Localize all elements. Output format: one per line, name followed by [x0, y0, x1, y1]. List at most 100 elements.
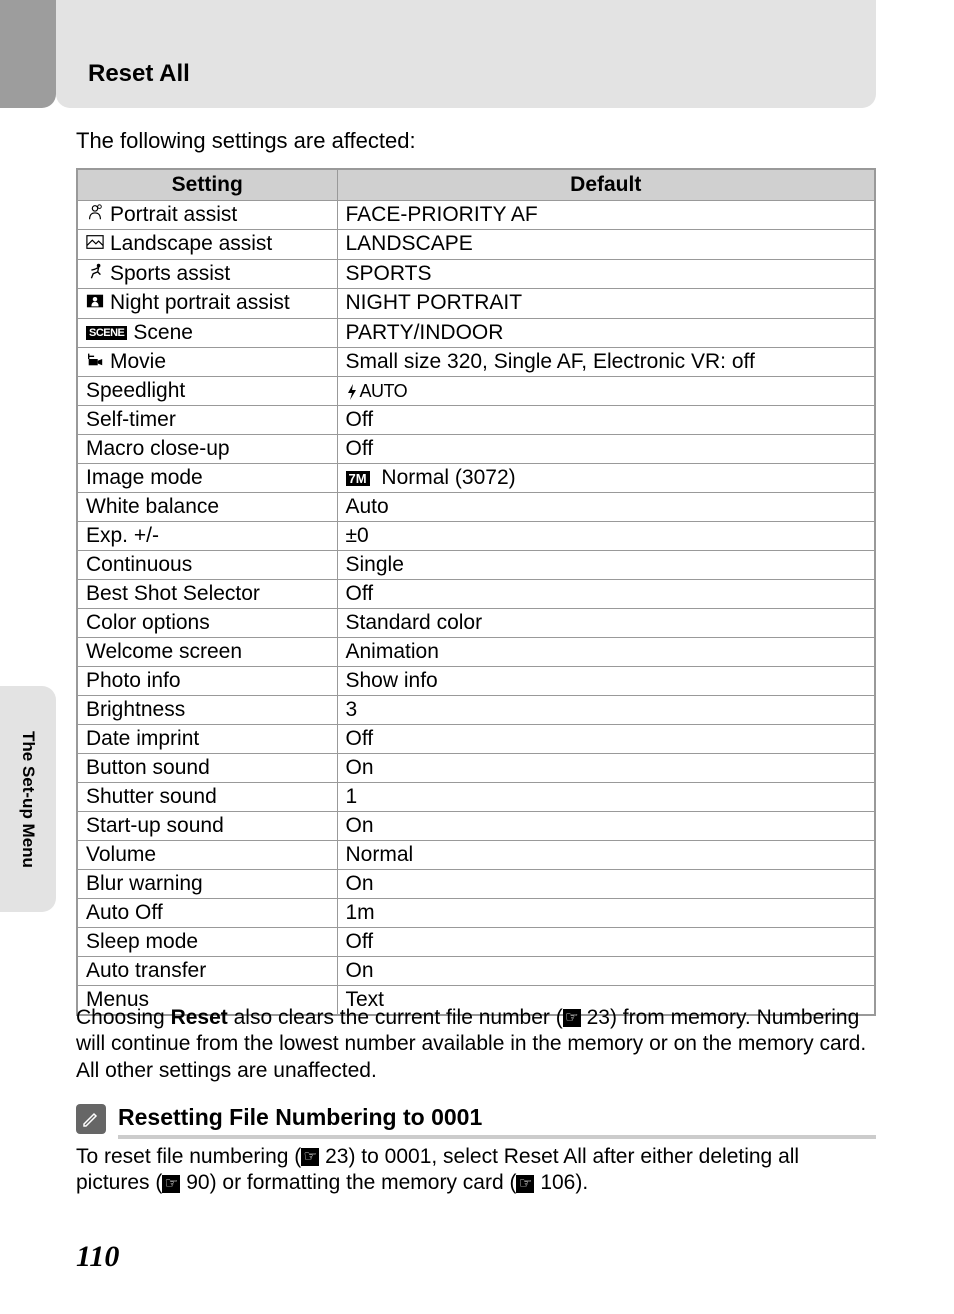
landscape-icon — [86, 233, 104, 257]
portrait-icon — [86, 203, 104, 227]
table-row: Date imprintOff — [77, 725, 875, 754]
default-label: Small size 320, Single AF, Electronic VR… — [346, 350, 755, 373]
body-part1: Choosing — [76, 1006, 171, 1029]
cell-setting: Volume — [77, 841, 337, 870]
cell-default: Standard color — [337, 609, 875, 638]
setting-label: Image mode — [86, 466, 203, 489]
default-label: Show info — [346, 669, 438, 692]
scene-icon: SCENE — [86, 326, 127, 340]
cell-default: AUTO — [337, 377, 875, 406]
sports-icon — [86, 262, 104, 286]
table-row: Night portrait assist NIGHT PORTRAIT — [77, 289, 875, 318]
cell-setting: Macro close-up — [77, 435, 337, 464]
table-row: Photo info Show info — [77, 667, 875, 696]
cell-setting: Auto Off — [77, 899, 337, 928]
table-row: Best Shot Selector Off — [77, 580, 875, 609]
section-ref1: 23 — [325, 1145, 348, 1168]
setting-label: Portrait assist — [110, 203, 237, 226]
cell-default: On — [337, 870, 875, 899]
setting-label: Color options — [86, 611, 210, 634]
default-label: 1m — [346, 901, 375, 924]
section-part5: ). — [575, 1171, 588, 1194]
section-part4: ) or formatting the memory card ( — [210, 1171, 517, 1194]
default-label: Single — [346, 553, 404, 576]
default-label: NIGHT PORTRAIT — [346, 291, 523, 314]
setting-label: White balance — [86, 495, 219, 518]
cell-default: Off — [337, 406, 875, 435]
cell-default: Animation — [337, 638, 875, 667]
cell-setting: Best Shot Selector — [77, 580, 337, 609]
cell-default: On — [337, 812, 875, 841]
cell-setting: Color options — [77, 609, 337, 638]
cell-setting: Self-timer — [77, 406, 337, 435]
setting-label: Blur warning — [86, 872, 203, 895]
reference-icon: ☞ — [301, 1148, 319, 1166]
setting-label: Scene — [133, 321, 193, 344]
note-icon-box — [76, 1104, 106, 1134]
default-label: On — [346, 959, 374, 982]
table-row: Landscape assistLANDSCAPE — [77, 230, 875, 259]
cell-setting: Start-up sound — [77, 812, 337, 841]
setting-label: Button sound — [86, 756, 210, 779]
cell-default: Small size 320, Single AF, Electronic VR… — [337, 347, 875, 376]
cell-setting: Blur warning — [77, 870, 337, 899]
table-row: Auto transferOn — [77, 957, 875, 986]
default-label: Auto — [346, 495, 389, 518]
cell-setting: Button sound — [77, 754, 337, 783]
default-label: ±0 — [346, 524, 369, 547]
reference-icon: ☞ — [162, 1175, 180, 1193]
cell-default: FACE-PRIORITY AF — [337, 201, 875, 230]
cell-setting: Shutter sound — [77, 783, 337, 812]
table-row: Button soundOn — [77, 754, 875, 783]
default-label: 3 — [346, 698, 358, 721]
default-label: Normal (3072) — [376, 466, 516, 489]
pencil-icon — [81, 1109, 101, 1129]
setting-label: Sports assist — [110, 262, 230, 285]
default-label: Off — [346, 582, 374, 605]
section-ref3: 106 — [540, 1171, 575, 1194]
settings-table: Setting Default Portrait assistFACE-PRIO… — [76, 168, 876, 1016]
cell-setting: Welcome screen — [77, 638, 337, 667]
default-label: Animation — [346, 640, 439, 663]
intro-text: The following settings are affected: — [76, 128, 416, 154]
cell-setting: Portrait assist — [77, 201, 337, 230]
cell-setting: Night portrait assist — [77, 289, 337, 318]
default-label: Normal — [346, 843, 414, 866]
table-row: Portrait assist FACE-PRIORITY AF — [77, 201, 875, 230]
cell-default: 3 — [337, 696, 875, 725]
cell-setting: Image mode — [77, 464, 337, 493]
table-row: Macro close-upOff — [77, 435, 875, 464]
page-number: 110 — [76, 1240, 119, 1274]
section-part2: ) to 0001, select — [348, 1145, 503, 1168]
section-part1: To reset file numbering ( — [76, 1145, 301, 1168]
cell-default: Normal — [337, 841, 875, 870]
table-row: Auto Off 1m — [77, 899, 875, 928]
table-row: MovieSmall size 320, Single AF, Electron… — [77, 347, 875, 376]
sidebar-tab: The Set-up Menu — [0, 686, 56, 912]
setting-label: Shutter sound — [86, 785, 217, 808]
setting-label: Self-timer — [86, 408, 176, 431]
cell-setting: Exp. +/- — [77, 522, 337, 551]
default-label: FACE-PRIORITY AF — [346, 203, 538, 226]
setting-label: Continuous — [86, 553, 192, 576]
table-row: Volume Normal — [77, 841, 875, 870]
setting-label: Photo info — [86, 669, 181, 692]
section-bold-resetall: Reset All — [504, 1145, 587, 1168]
table-row: Image mode7M Normal (3072) — [77, 464, 875, 493]
cell-default: 1 — [337, 783, 875, 812]
cell-default: Off — [337, 580, 875, 609]
default-label: LANDSCAPE — [346, 232, 473, 255]
setting-label: Auto Off — [86, 901, 163, 924]
cell-default: Auto — [337, 493, 875, 522]
cell-setting: Speedlight — [77, 377, 337, 406]
table-row: Sports assistSPORTS — [77, 259, 875, 288]
table-row: Exp. +/- ±0 — [77, 522, 875, 551]
default-label: PARTY/INDOOR — [346, 321, 504, 344]
table-row: Shutter sound 1 — [77, 783, 875, 812]
cell-default: Off — [337, 928, 875, 957]
cell-default: PARTY/INDOOR — [337, 318, 875, 347]
cell-default: 1m — [337, 899, 875, 928]
movie-icon — [86, 350, 104, 374]
default-label: On — [346, 814, 374, 837]
table-row: SCENE Scene PARTY/INDOOR — [77, 318, 875, 347]
